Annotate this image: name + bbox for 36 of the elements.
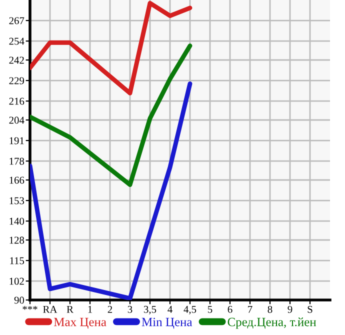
y-tick-label: 178 <box>10 158 24 165</box>
x-tick-label: 1 <box>88 306 92 313</box>
y-tick-label: 229 <box>9 77 24 84</box>
line-series <box>30 0 192 96</box>
y-tick-label: 102 <box>10 278 24 285</box>
x-tick-label: 7 <box>248 306 252 313</box>
y-tick-label: 90 <box>14 296 24 304</box>
x-tick-label: RA <box>43 306 58 313</box>
y-tick-label: 216 <box>9 98 24 105</box>
legend-label: Max Цена <box>54 318 106 329</box>
y-tick-label: 128 <box>10 236 24 244</box>
y-tick-label: 115 <box>10 257 24 264</box>
y-tick-label: 242 <box>9 56 24 64</box>
y-tick-label: 267 <box>9 17 24 24</box>
legend-label: Min Цена <box>142 318 192 329</box>
x-tick-label: 3,5 <box>144 306 156 314</box>
line-series <box>30 44 192 187</box>
legend-label: Сред.Цена, т.йен <box>228 318 316 329</box>
x-tick-label: 4,5 <box>184 306 196 314</box>
y-tick-label: 140 <box>10 218 24 225</box>
x-tick-label: S <box>308 306 312 313</box>
y-tick-label: 153 <box>10 197 24 204</box>
y-tick-label: 204 <box>9 116 24 124</box>
x-tick-label: 5 <box>208 306 212 313</box>
y-tick-label: 166 <box>10 176 24 184</box>
y-tick-label: 191 <box>10 137 24 144</box>
x-tick-label: 9 <box>288 306 292 313</box>
y-tick-label: 254 <box>9 38 24 45</box>
x-tick-label: 2 <box>108 306 112 313</box>
x-tick-label: 4 <box>168 306 172 313</box>
line-series <box>30 81 192 300</box>
x-tick-label: 6 <box>228 306 232 313</box>
x-tick-label: 3 <box>128 306 132 313</box>
x-tick-label: 8 <box>268 306 272 313</box>
x-tick-label: R <box>66 306 74 313</box>
x-tick-label: *** <box>22 306 38 310</box>
